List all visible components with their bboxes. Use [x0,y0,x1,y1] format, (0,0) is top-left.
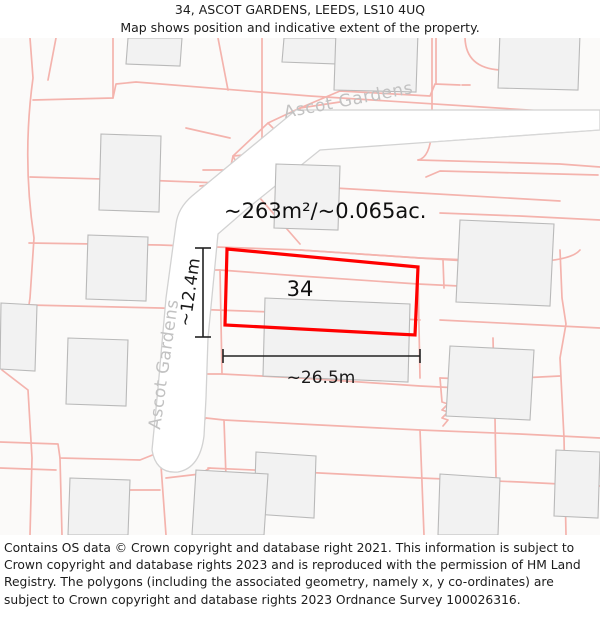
width-dimension-label: ~26.5m [287,368,356,388]
copyright-notice: Contains OS data © Crown copyright and d… [4,541,581,607]
building-footprints [0,38,600,535]
map-footer: Contains OS data © Crown copyright and d… [0,535,600,625]
page-subtitle: Map shows position and indicative extent… [120,20,480,35]
map-canvas[interactable]: Ascot Gardens Ascot Gardens ~263m²/~0.06… [0,38,600,535]
width-dimension [222,349,421,363]
road-surface [151,109,600,473]
property-boundary-highlight[interactable] [223,247,420,337]
page-title: 34, ASCOT GARDENS, LEEDS, LS10 4UQ [174,2,426,17]
depth-dimension [195,247,211,338]
road-edge-detail [429,129,600,143]
map-svg[interactable]: Ascot Gardens Ascot Gardens ~263m²/~0.06… [0,38,600,535]
plot-area-label: ~263m²/~0.065ac. [224,199,426,223]
road-ascot-gardens [151,109,600,473]
plot-number-label: 34 [287,277,314,301]
map-header: 34, ASCOT GARDENS, LEEDS, LS10 4UQ Map s… [0,0,600,38]
